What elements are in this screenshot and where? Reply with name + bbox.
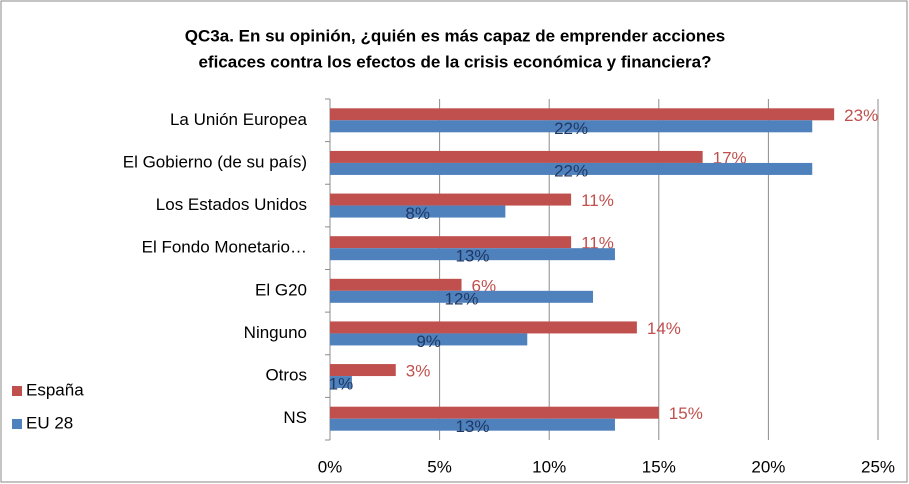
data-label: 13% (455, 417, 489, 436)
data-label: 12% (445, 289, 479, 308)
bar (330, 376, 352, 389)
x-tick-label: 15% (642, 457, 676, 476)
bar (330, 418, 615, 431)
data-label: 9% (416, 332, 441, 351)
y-tick-label: El Fondo Monetario… (142, 238, 307, 257)
x-tick-label: 10% (532, 457, 566, 476)
y-tick-label: El G20 (255, 280, 307, 299)
legend-swatch (12, 419, 22, 429)
data-label: 14% (647, 319, 681, 338)
data-label: 11% (581, 234, 614, 253)
data-label: 13% (455, 247, 489, 266)
data-label: 22% (554, 161, 588, 180)
data-label: 22% (554, 119, 588, 138)
legend-label: España (26, 380, 84, 399)
bar (330, 162, 813, 175)
bar (330, 364, 396, 377)
bar (330, 120, 813, 133)
chart-title: QC3a. En su opinión, ¿quién es más capaz… (185, 26, 725, 45)
x-tick-label: 0% (318, 457, 343, 476)
bar (330, 236, 572, 249)
chart-title: eficaces contra los efectos de la crisis… (198, 52, 711, 71)
bar (330, 333, 528, 346)
x-tick-label: 5% (427, 457, 452, 476)
data-label: 11% (581, 191, 614, 210)
data-label: 15% (669, 404, 703, 423)
data-label: 8% (405, 204, 430, 223)
bar (330, 406, 659, 419)
y-tick-label: El Gobierno (de su país) (123, 152, 307, 171)
legend-swatch (12, 386, 22, 396)
data-label: 17% (713, 148, 747, 167)
x-tick-label: 20% (751, 457, 785, 476)
bar (330, 248, 615, 261)
bar (330, 205, 506, 218)
bar (330, 150, 703, 163)
bar (330, 290, 594, 303)
y-tick-label: Los Estados Unidos (156, 195, 307, 214)
data-label: 1% (329, 375, 354, 394)
bar (330, 321, 637, 334)
y-tick-label: NS (283, 408, 307, 427)
data-label: 6% (472, 276, 497, 295)
bar (330, 193, 572, 206)
legend-label: EU 28 (26, 413, 73, 432)
data-label: 23% (844, 106, 878, 125)
bar (330, 278, 462, 291)
y-tick-label: La Unión Europea (170, 110, 308, 129)
bar (330, 108, 835, 121)
y-tick-label: Ninguno (244, 323, 307, 342)
y-tick-label: Otros (265, 366, 307, 385)
x-tick-label: 25% (861, 457, 895, 476)
data-label: 3% (406, 362, 431, 381)
